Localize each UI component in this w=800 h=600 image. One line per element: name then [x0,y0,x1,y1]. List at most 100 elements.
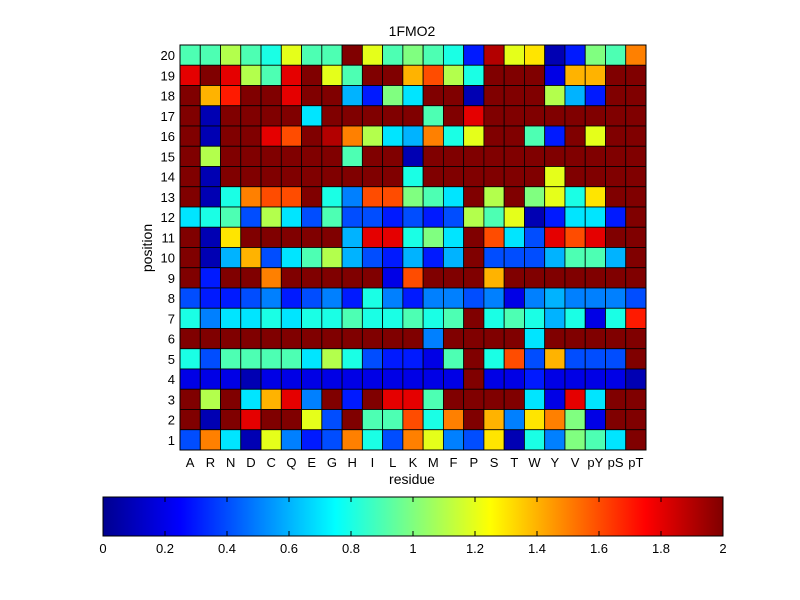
heatmap-cell [524,44,546,66]
heatmap-cell [382,429,404,451]
heatmap-cell [260,64,282,86]
heatmap-cell [463,44,485,66]
heatmap-cell [442,348,465,370]
colorbar-tick-label: 0.4 [218,541,236,556]
y-tick-label: 19 [161,68,175,83]
heatmap-cell [280,206,302,228]
heatmap-cell [544,368,566,390]
heatmap-cell [260,429,282,451]
heatmap-cell [422,267,444,289]
heatmap-cell [483,145,505,167]
heatmap-cell [422,105,444,127]
heatmap-cell [280,388,302,410]
heatmap-cell [605,388,627,410]
heatmap-cell [382,145,404,167]
heatmap-cell [382,186,404,208]
heatmap-cell [280,409,302,431]
colorbar-tick-label: 0 [99,541,106,556]
heatmap-cell [260,145,282,167]
heatmap-cell [442,206,465,228]
heatmap-cell [321,226,343,248]
heatmap-cell [199,186,221,208]
heatmap-cell [240,429,262,451]
heatmap-cell [584,348,606,370]
heatmap-cell [301,368,323,390]
heatmap-cell [301,206,323,228]
heatmap-cell [280,307,302,329]
heatmap-cell [301,307,323,329]
x-tick-label: R [206,455,215,470]
heatmap-cell [199,226,221,248]
heatmap-cell [179,125,201,147]
y-tick-label: 14 [161,170,175,185]
colorbar-tick-label: 1.6 [590,541,608,556]
y-tick-label: 9 [168,271,175,286]
heatmap-cell [524,85,546,107]
heatmap-cell [584,287,606,309]
heatmap-cell [240,409,262,431]
y-tick-label: 7 [168,311,175,326]
heatmap-cell [483,44,505,66]
heatmap-cell [240,247,262,269]
heatmap-cell [220,64,242,86]
heatmap-cell [280,287,302,309]
heatmap-cell [199,368,221,390]
heatmap-cell [382,287,404,309]
heatmap-cell [321,388,343,410]
heatmap-cell [422,186,444,208]
heatmap-cell [483,206,505,228]
heatmap-cell [280,247,302,269]
heatmap-cell [503,186,525,208]
heatmap-cell [584,267,606,289]
heatmap-cell [321,267,343,289]
heatmap-cell [422,145,444,167]
heatmap-cell [422,409,444,431]
heatmap-cell [625,64,647,86]
heatmap-cell [625,206,647,228]
heatmap-cell [584,388,606,410]
heatmap-cell [361,125,384,147]
heatmap-cell [321,44,343,66]
heatmap-cell [240,186,262,208]
heatmap-cell [240,267,262,289]
heatmap-cell [483,307,505,329]
heatmap-cell [422,388,444,410]
x-tick-label: L [389,455,396,470]
y-tick-label: 17 [161,109,175,124]
heatmap-cell [301,429,323,451]
heatmap-cell [382,307,404,329]
heatmap-cell [199,125,221,147]
x-tick-label: A [186,455,195,470]
heatmap-cell [220,145,242,167]
heatmap-cell [301,348,323,370]
heatmap-cell [483,166,505,188]
heatmap-cell [564,328,586,350]
heatmap-cell [199,206,221,228]
heatmap-cell [280,166,302,188]
heatmap-cell [321,307,343,329]
heatmap-cell [220,166,242,188]
heatmap-cell [584,64,606,86]
heatmap-cell [179,388,201,410]
x-tick-label: pY [587,455,603,470]
heatmap-cell [605,64,627,86]
heatmap-cell [361,368,384,390]
heatmap-cell [220,429,242,451]
heatmap-cell [341,388,363,410]
heatmap-cell [605,226,627,248]
heatmap-cell [199,388,221,410]
heatmap-cell [544,348,566,370]
heatmap-cell [483,388,505,410]
x-tick-label: D [246,455,255,470]
heatmap-cell [483,85,505,107]
y-tick-label: 10 [161,251,175,266]
heatmap-cell [260,388,282,410]
heatmap-cell [463,348,485,370]
heatmap-cell [220,388,242,410]
heatmap-cell [382,368,404,390]
heatmap-cell [321,166,343,188]
heatmap-cell [625,328,647,350]
heatmap-cell [564,145,586,167]
y-tick-label: 20 [161,48,175,63]
